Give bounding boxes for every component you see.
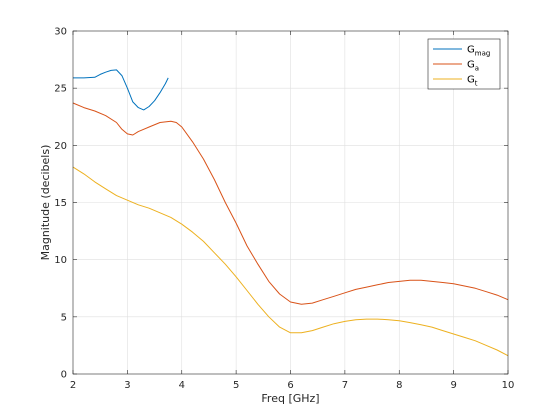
y-tick-label: 30 (54, 27, 67, 38)
x-tick-label: 6 (287, 380, 293, 391)
x-tick-label: 7 (342, 380, 348, 391)
x-tick-label: 2 (70, 380, 76, 391)
y-axis-title: Magnitude (decibels) (39, 145, 52, 261)
y-tick-label: 10 (54, 255, 67, 266)
x-tick-label: 4 (179, 380, 185, 391)
x-tick-label: 10 (502, 380, 515, 391)
x-tick-label: 5 (233, 380, 239, 391)
y-tick-label: 5 (61, 312, 67, 323)
y-tick-label: 15 (54, 198, 67, 209)
y-tick-label: 20 (54, 141, 67, 152)
legend-label-t: Gt (467, 75, 478, 88)
x-tick-label: 3 (124, 380, 130, 391)
axis-ticks: 2 3 4 5 6 7 8 9 10 0 5 10 15 20 25 30 (54, 27, 514, 392)
x-tick-label: 8 (396, 380, 402, 391)
series-line-a (72, 102, 509, 305)
x-tick-label: 9 (450, 380, 456, 391)
grid-lines (73, 31, 508, 374)
x-axis-title: Freq [GHz] (261, 392, 319, 405)
series-lines (72, 69, 509, 357)
series-line-t (72, 166, 509, 357)
series-line-mag (73, 69, 169, 111)
y-tick-label: 25 (54, 84, 67, 95)
y-tick-label: 0 (61, 370, 67, 381)
